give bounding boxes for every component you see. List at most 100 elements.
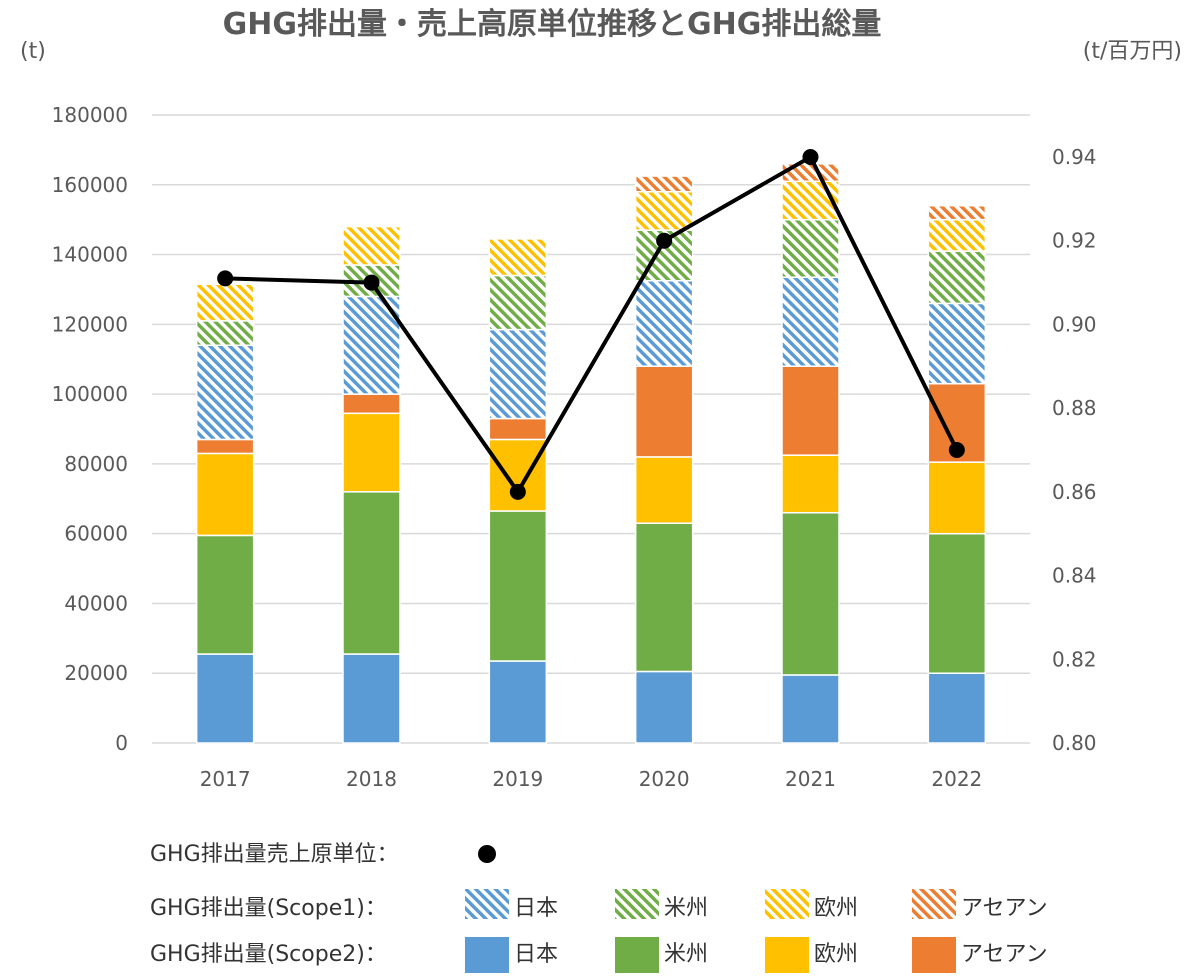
legend-scope2-europe-label: 欧州: [814, 942, 858, 967]
left-tick-label: 60000: [64, 522, 128, 546]
right-axis-unit: (t/百万円): [1083, 39, 1182, 64]
bar-segment-scope2-americas: [195, 534, 255, 655]
bar-segment-scope1-japan: [781, 276, 840, 367]
intensity-point: [656, 232, 673, 249]
left-tick-label: 20000: [64, 661, 128, 685]
left-tick-label: 100000: [52, 382, 128, 406]
left-tick-label: 140000: [52, 243, 128, 267]
bar-segment-scope1-europe: [195, 283, 255, 322]
bar-segment-scope2-asean: [195, 438, 255, 455]
bar-segment-scope2-americas: [488, 510, 548, 662]
legend-intensity-marker: [478, 845, 496, 863]
intensity-point: [363, 274, 380, 291]
legend: GHG排出量売上原単位： GHG排出量(Scope1)： GHG排出量(Scop…: [150, 842, 1048, 973]
legend-scope1-europe-label: 欧州: [814, 896, 858, 921]
left-axis-unit: (t): [20, 39, 46, 64]
left-tick-label: 80000: [64, 452, 128, 476]
bar-segment-scope1-asean: [927, 204, 987, 221]
right-tick-label: 0.80: [1052, 731, 1097, 755]
left-axis-ticks: 0 20000 40000 60000 80000 100000 120000 140000 1…: [52, 103, 128, 755]
bar-segment-scope1-japan: [195, 344, 255, 441]
bar-segment-scope1-americas: [927, 250, 987, 305]
bar-segment-scope1-americas: [488, 274, 548, 331]
bar-segment-scope2-japan: [927, 672, 987, 744]
bar-segment-scope2-europe: [342, 412, 401, 493]
legend-intensity-label: GHG排出量売上原単位：: [150, 842, 399, 867]
legend-swatch-scope1-americas: [615, 889, 659, 919]
bar-segment-scope2-americas: [634, 522, 694, 673]
bar-segment-scope2-americas: [927, 532, 987, 674]
legend-swatch-scope1-asean: [912, 889, 956, 919]
bar-segment-scope1-europe: [927, 218, 987, 252]
bar-segment-scope1-americas: [195, 320, 255, 347]
right-tick-label: 0.90: [1052, 312, 1097, 336]
bar-segment-scope1-japan: [634, 279, 694, 367]
right-tick-label: 0.92: [1052, 229, 1097, 253]
bar-segment-scope2-asean: [781, 365, 840, 456]
bar-segment-scope2-japan: [342, 653, 401, 744]
bar-segment-scope2-asean: [342, 393, 401, 415]
right-tick-label: 0.88: [1052, 396, 1097, 420]
intensity-line-layer: [217, 149, 965, 500]
right-axis-ticks: 0.80 0.82 0.84 0.86 0.88 0.90 0.92 0.94: [1052, 145, 1097, 755]
intensity-point: [948, 442, 965, 458]
bar-segment-scope2-europe: [488, 438, 548, 512]
bar-segment-scope1-europe: [488, 238, 548, 277]
x-axis-ticks: 2017 2018 2019 2020 2021 2022: [200, 767, 983, 791]
legend-scope1-label: GHG排出量(Scope1)：: [150, 896, 387, 921]
left-tick-label: 120000: [52, 312, 128, 336]
legend-scope2-label: GHG排出量(Scope2)：: [150, 942, 387, 967]
legend-swatch-scope1-japan: [465, 889, 509, 919]
x-tick-label: 2022: [931, 767, 982, 791]
stacked-bars: [195, 163, 987, 744]
x-tick-label: 2020: [639, 767, 690, 791]
intensity-point: [802, 149, 819, 165]
bar-segment-scope1-europe: [781, 180, 840, 221]
intensity-point: [217, 270, 234, 287]
bar-segment-scope1-americas: [781, 218, 840, 278]
bar-segment-scope2-europe: [195, 452, 255, 537]
intensity-point: [509, 483, 526, 500]
legend-swatch-scope2-asean: [912, 937, 956, 973]
x-tick-label: 2021: [785, 767, 836, 791]
legend-scope1-americas-label: 米州: [664, 896, 708, 921]
bar-segment-scope1-europe: [342, 225, 401, 266]
bar-segment-scope2-asean: [634, 365, 694, 458]
bar-segment-scope1-japan: [927, 302, 987, 385]
legend-swatch-scope2-japan: [465, 937, 509, 973]
x-tick-label: 2017: [200, 767, 251, 791]
legend-scope2-americas-label: 米州: [664, 942, 708, 967]
bar-segment-scope2-japan: [634, 670, 694, 744]
bar-segment-scope2-asean: [488, 417, 548, 441]
legend-swatch-scope2-europe: [765, 937, 809, 973]
bar-segment-scope2-japan: [488, 660, 548, 744]
gridlines: [152, 114, 1030, 744]
left-tick-label: 40000: [64, 591, 128, 615]
legend-scope1-asean-label: アセアン: [961, 896, 1048, 921]
bar-segment-scope2-europe: [927, 461, 987, 535]
bar-segment-scope2-americas: [781, 511, 840, 676]
right-tick-label: 0.94: [1052, 145, 1097, 169]
bar-segment-scope2-europe: [781, 454, 840, 514]
x-tick-label: 2018: [346, 767, 397, 791]
bar-segment-scope2-americas: [342, 491, 401, 655]
bar-segment-scope1-europe: [634, 191, 694, 231]
bar-segment-scope2-japan: [781, 674, 840, 744]
bar-segment-scope1-japan: [488, 328, 548, 420]
legend-swatch-scope2-americas: [615, 937, 659, 973]
left-tick-label: 0: [115, 731, 128, 755]
bar-segment-scope1-asean: [634, 175, 694, 193]
x-tick-label: 2019: [492, 767, 543, 791]
legend-scope2-asean-label: アセアン: [961, 942, 1048, 967]
legend-swatch-scope1-europe: [765, 889, 809, 919]
chart-title: GHG排出量・売上高原単位推移とGHG排出総量: [223, 7, 882, 42]
intensity-line: [225, 155, 959, 494]
right-tick-label: 0.82: [1052, 647, 1097, 671]
left-tick-label: 160000: [52, 173, 128, 197]
right-tick-label: 0.86: [1052, 480, 1097, 504]
bar-segment-scope2-europe: [634, 456, 694, 524]
legend-scope1-japan-label: 日本: [514, 896, 558, 921]
legend-scope2-japan-label: 日本: [514, 942, 558, 967]
left-tick-label: 180000: [52, 103, 128, 127]
